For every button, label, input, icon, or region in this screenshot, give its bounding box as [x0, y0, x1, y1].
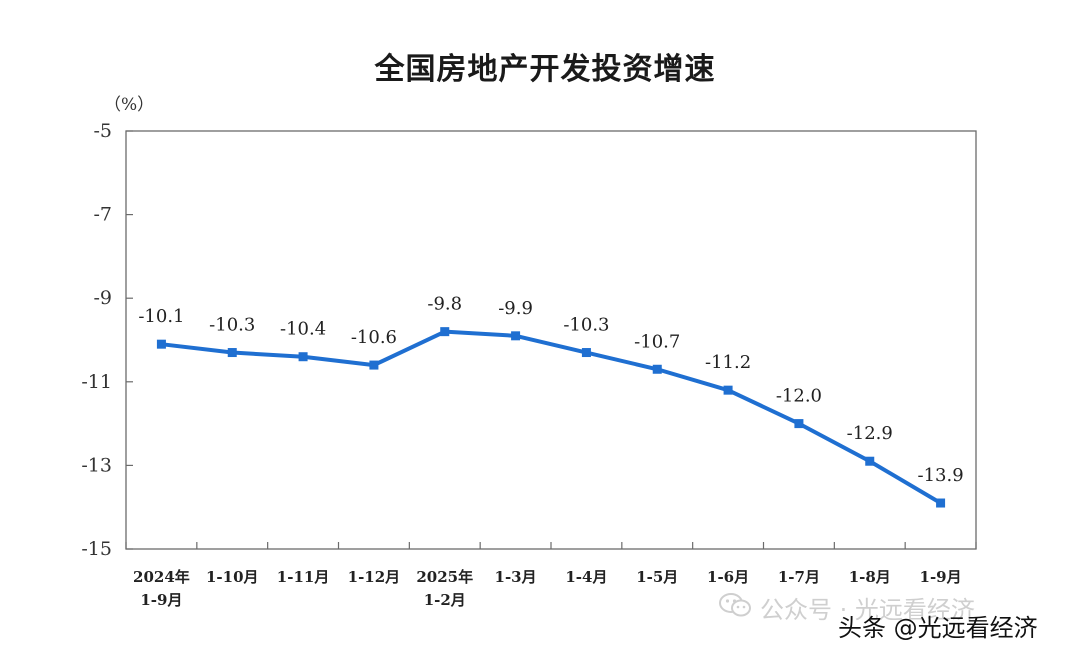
data-label: -12.0	[776, 386, 822, 407]
data-point	[156, 339, 166, 349]
x-tick-label: 1-2月	[424, 591, 466, 609]
watermark-text: 公众号 · 光远看经济	[760, 596, 975, 624]
data-label: -10.3	[563, 315, 609, 336]
x-tick-label: 1-8月	[849, 568, 891, 586]
x-tick-label: 1-7月	[778, 568, 820, 586]
x-tick-label: 1-10月	[206, 568, 259, 586]
data-labels: -10.1 -10.3 -10.4 -10.6 -9.8 -9.9 -10.3 -10.7 -1…	[138, 294, 963, 486]
data-point	[369, 360, 379, 370]
data-point	[794, 419, 804, 429]
y-tick-label: -5	[93, 120, 112, 142]
watermark: 公众号 · 光远看经济	[718, 590, 975, 625]
y-tick-label: -9	[93, 287, 112, 309]
data-label: -10.1	[138, 306, 184, 327]
data-point	[581, 348, 591, 358]
data-label: -9.9	[498, 298, 533, 319]
x-tick-label: 1-6月	[707, 568, 749, 586]
chart-title: 全国房地产开发投资增速	[374, 52, 716, 87]
data-point	[865, 456, 875, 466]
data-point	[227, 348, 237, 358]
data-label: -10.4	[280, 319, 326, 340]
x-tick-label: 1-9月	[140, 591, 182, 609]
x-tick-label: 2024年	[133, 568, 190, 586]
x-tick-label: 1-12月	[348, 568, 401, 586]
x-tick-label: 1-11月	[277, 568, 330, 586]
data-point	[723, 385, 733, 395]
data-point	[652, 364, 662, 374]
x-tick-label: 1-4月	[565, 568, 607, 586]
x-tick-label: 1-9月	[920, 568, 962, 586]
data-label: -9.8	[427, 294, 462, 315]
y-tick-label: -11	[81, 371, 112, 393]
x-axis: 2024年 1-9月 1-10月 1-11月 1-12月 2025年 1-2月 1-3月 1-4…	[125, 542, 977, 609]
data-point	[936, 498, 946, 508]
data-point	[511, 331, 521, 341]
y-axis: -5 -7 -9 -11 -13 -15	[81, 120, 133, 560]
y-tick-label: -15	[81, 538, 112, 560]
data-label: -10.3	[209, 315, 255, 336]
data-point	[440, 327, 450, 337]
data-point	[298, 352, 308, 362]
data-label: -10.7	[634, 331, 680, 352]
series-layer	[156, 327, 946, 508]
x-tick-label: 1-5月	[636, 568, 678, 586]
y-tick-label: -13	[81, 454, 112, 476]
x-tick-label: 2025年	[416, 568, 473, 586]
x-tick-label: 1-3月	[495, 568, 537, 586]
data-label: -11.2	[705, 352, 751, 373]
source-tag: 头条 @光远看经济	[838, 614, 1038, 642]
data-label: -12.9	[847, 423, 893, 444]
data-label: -13.9	[917, 465, 963, 486]
y-tick-label: -7	[93, 204, 112, 226]
y-axis-unit: （%）	[104, 95, 155, 115]
plot-area-frame	[125, 130, 977, 550]
data-label: -10.6	[351, 327, 397, 348]
wechat-icon	[718, 591, 752, 625]
series-line	[161, 329, 942, 505]
